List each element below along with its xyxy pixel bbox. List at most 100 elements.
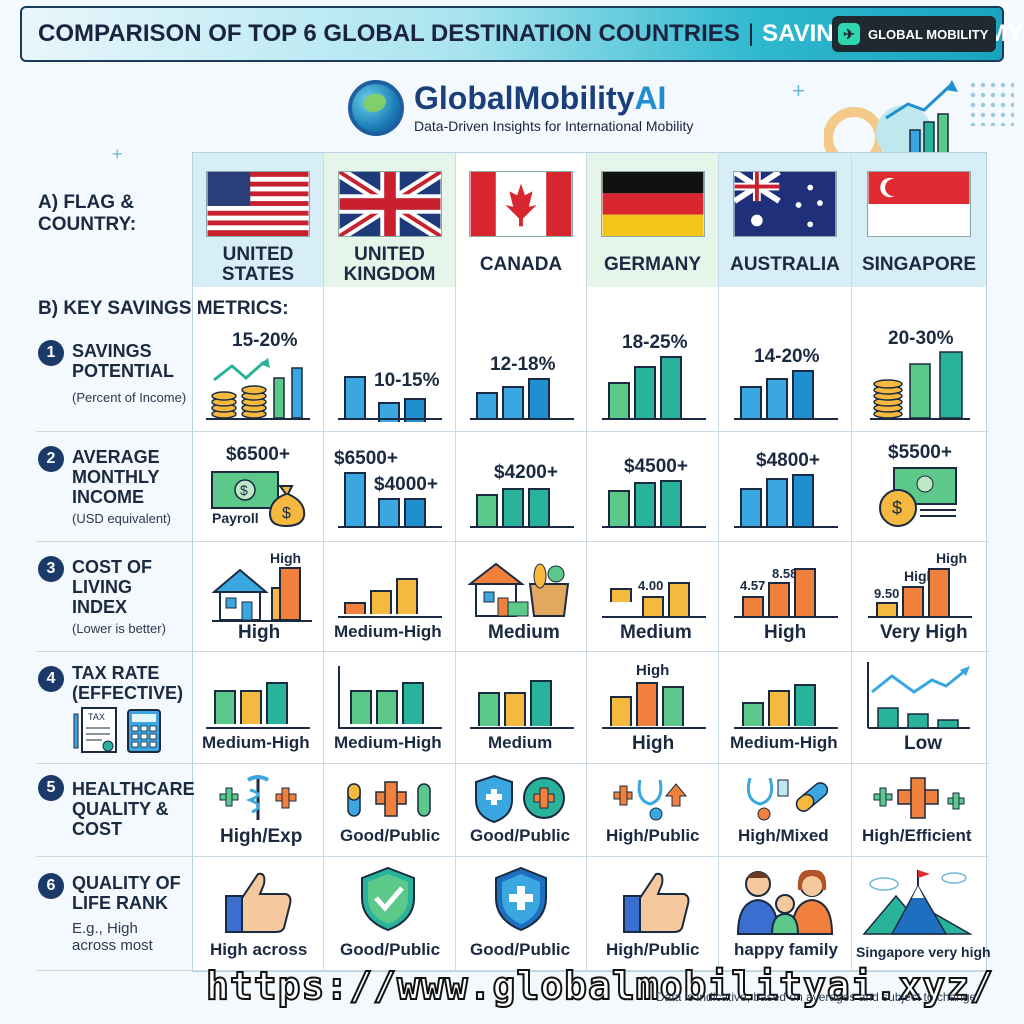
metric-subtitle: (Lower is better) [72,621,166,636]
bar [610,588,632,602]
health-value-canada: Good/Public [470,826,571,845]
bar [642,596,664,616]
country-cell-uk: UNITED KINGDOM [324,153,455,287]
life-value-us: High across [210,940,308,959]
bar [742,702,764,726]
tax-bars-germany [610,682,684,726]
bar [634,366,656,418]
brand-badge[interactable]: ✈ GLOBAL MOBILITY [832,16,996,52]
bar [928,568,950,616]
baseline [206,727,310,729]
section-b-label: B) KEY SAVINGS METRICS: [38,298,289,319]
svg-text:$: $ [240,482,248,498]
bar [396,578,418,614]
life-value-canada: Good/Public [470,940,571,959]
tax-trend-chart-icon [867,662,970,729]
metric-number: 3 [38,556,64,582]
tax-bars-canada [478,680,552,726]
savings-bars-uk [344,376,392,418]
bar [350,690,372,724]
metric-subtitle: (USD equivalent) [72,511,171,526]
footer-disclaimer: Data is indicative, based on averages an… [656,990,980,1004]
cost-label-b-singapore: High [904,568,936,584]
mountain-flag-icon [862,870,972,935]
country-cell-canada: CANADA [456,153,586,287]
health-value-germany: High/Public [606,826,700,845]
bar [662,686,684,726]
income-value-australia: $4800+ [756,450,820,471]
baseline [470,418,574,420]
column-divider [586,152,587,972]
cost-value-australia: High [764,622,807,643]
shield-cross-icon [475,774,565,824]
life-value-germany: High/Public [606,940,700,959]
income-value-uk-secondary: $4000+ [374,474,438,495]
bar [402,682,424,724]
bar [476,494,498,526]
baseline [602,526,706,528]
bar [378,402,400,422]
metric-number: 4 [38,666,64,692]
plus-decoration-icon: + [792,78,805,103]
metric-title: QUALITY OF LIFE RANK [72,873,181,914]
cost-label-a-australia: 4.57 [740,578,766,593]
svg-text:TAX: TAX [88,712,105,722]
baseline [734,526,838,528]
income-bars-uk-2 [378,498,426,526]
axis [338,666,340,728]
cost-bars-singapore [876,568,950,616]
bar [876,602,898,616]
bar [502,488,524,526]
metric-number: 2 [38,446,64,472]
country-name: UNITED KINGDOM [343,244,436,285]
dots-decoration [968,80,1014,126]
country-name: SINGAPORE [861,254,977,275]
bar [608,490,630,526]
bar [376,690,398,724]
coins-growth-icon [206,358,310,420]
tax-top-label-germany: High [636,662,670,679]
savings-value-australia: 14-20% [754,346,820,367]
row-divider [36,763,988,764]
country-name: UNITED STATES [221,244,295,285]
logo[interactable]: GlobalMobilityAI Data-Driven Insights fo… [348,80,693,136]
shield-check-icon [361,866,415,932]
baseline [338,526,442,528]
country-cell-us: UNITED STATES [193,153,323,287]
bar [740,386,762,418]
metric-title: TAX RATE (EFFECTIVE) [72,663,183,704]
thumbs-up-icon [623,872,690,933]
cost-bars-uk [344,578,418,614]
thumbs-up-icon [225,872,292,933]
bar [742,596,764,616]
footer-url-link[interactable]: https://www.globalmobilityai.xyz/ [205,963,994,1009]
cost-value-canada: Medium [488,622,560,643]
payroll-label: Payroll [212,510,259,526]
metric-title: COST OF LIVING INDEX [72,557,152,618]
cost-top-label-us: High [270,550,302,566]
happy-family-icon [736,869,834,935]
income-bars-canada [476,488,550,526]
income-bars-uk [344,472,366,526]
cost-bars-germany-2 [642,582,690,616]
baseline [470,526,574,528]
cost-value-singapore: Very High [880,622,968,643]
bar [610,696,632,726]
bar [766,478,788,526]
health-value-uk: Good/Public [340,826,441,845]
bar [370,590,392,614]
singapore-flag-icon [867,171,971,237]
cost-label-c-singapore: High [936,550,968,566]
tax-value-singapore: Low [904,733,942,754]
baseline [338,616,442,618]
plus-decoration-icon: + [112,144,123,164]
cost-value-us: High [238,622,281,643]
tax-value-canada: Medium [488,733,553,752]
baseline [338,727,442,729]
baseline [868,616,972,618]
tax-bars-uk [350,682,424,724]
comparison-table [192,152,987,972]
country-name: CANADA [479,254,563,275]
page-title: COMPARISON OF TOP 6 GLOBAL DESTINATION C… [38,20,740,47]
bar [476,392,498,418]
